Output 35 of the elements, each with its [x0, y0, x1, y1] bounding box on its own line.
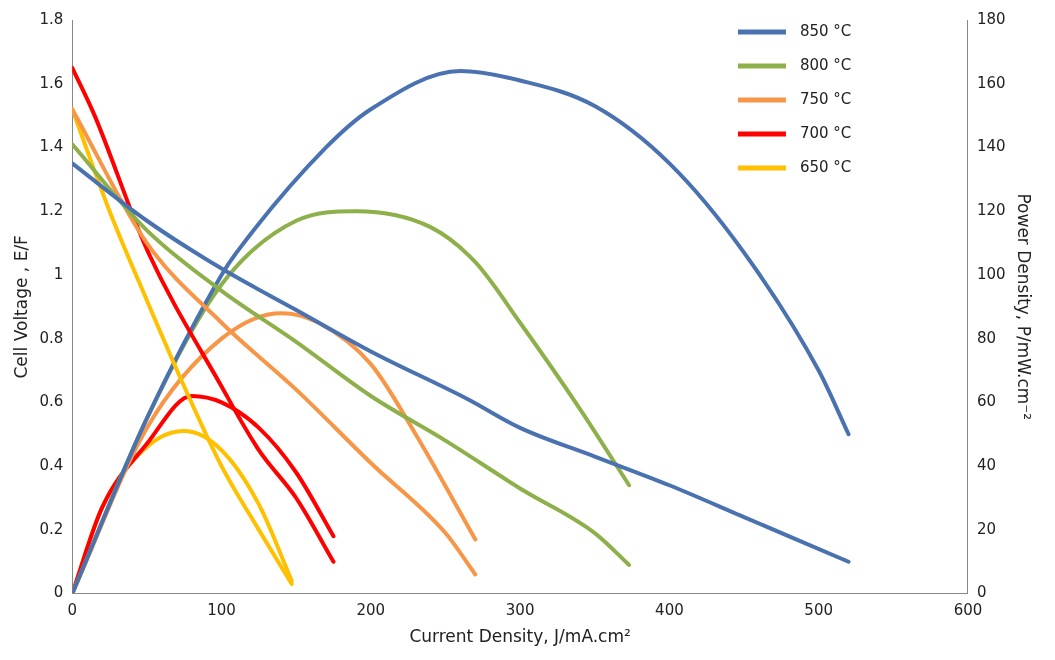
y-axis-title: Cell Voltage , E/F [10, 235, 31, 379]
x-tick-label: 500 [804, 601, 833, 620]
y-tick-label: 0.8 [39, 328, 64, 347]
legend-label: 800 °C [799, 55, 852, 74]
y-tick-label: 1.2 [39, 201, 64, 220]
y2-tick-label: 40 [976, 456, 997, 475]
x-axis-title: Current Density, J/mA.cm² [409, 626, 631, 647]
x-tick-label: 0 [67, 601, 78, 620]
y2-tick-label: 80 [976, 328, 997, 347]
x-tick-label: 100 [207, 601, 236, 620]
y-tick-label: 0.4 [39, 456, 64, 475]
x-tick-label: 300 [505, 601, 535, 620]
y2-tick-label: 180 [976, 9, 1006, 28]
y2-tick-label: 20 [976, 519, 997, 538]
y2-tick-label: 0 [976, 583, 987, 602]
legend-label: 650 °C [799, 157, 852, 176]
legend-label: 700 °C [799, 123, 852, 142]
y-tick-label: 0 [53, 583, 64, 602]
y-tick-label: 1 [53, 264, 64, 283]
y-tick-label: 1.6 [39, 73, 64, 92]
x-tick-label: 600 [953, 601, 983, 620]
y2-axis-title: Power Density, P/mW.cm⁻² [1014, 193, 1035, 421]
y2-tick-label: 100 [976, 264, 1006, 283]
x-tick-label: 400 [655, 601, 684, 620]
y-tick-label: 1.8 [39, 9, 64, 28]
legend-label: 850 °C [799, 21, 852, 40]
y-tick-label: 0.6 [39, 392, 64, 411]
y2-tick-label: 160 [976, 73, 1006, 92]
y-tick-label: 0.2 [39, 519, 64, 538]
y2-tick-label: 140 [976, 137, 1006, 156]
y-tick-label: 1.4 [39, 137, 64, 156]
x-tick-label: 200 [356, 601, 386, 620]
y2-tick-label: 60 [976, 392, 997, 411]
legend-label: 750 °C [799, 89, 852, 108]
y2-tick-label: 120 [976, 201, 1006, 220]
